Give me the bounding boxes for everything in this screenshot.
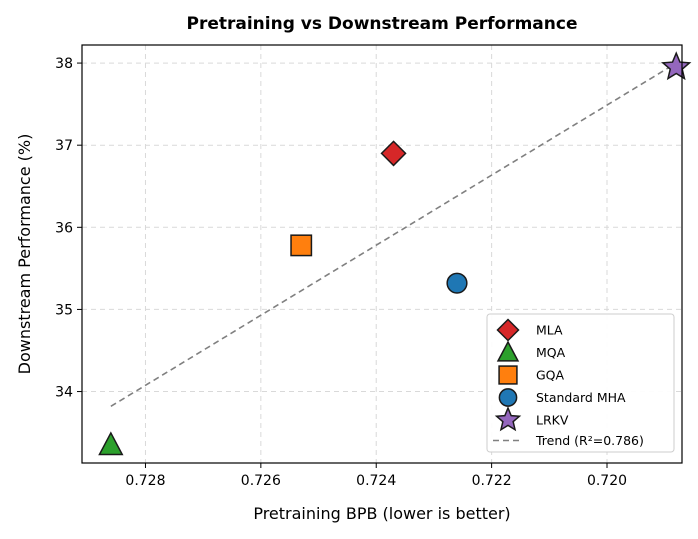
legend-label-mqa: MQA	[536, 345, 566, 360]
legend-marker-lrkv	[494, 406, 522, 432]
y-tick-label: 38	[55, 56, 73, 72]
point-mla	[380, 140, 407, 167]
legend: MLA MQA GQA Standard MHA LRKV Trend (R²=0.786…	[486, 313, 675, 453]
grid	[82, 45, 682, 463]
x-tick-label: 0.722	[472, 473, 512, 489]
point-gqa	[290, 234, 313, 257]
legend-marker-standard-mha	[498, 388, 518, 407]
plot-frame	[81, 44, 683, 464]
legend-label-lrkv: LRKV	[536, 413, 569, 428]
legend-box	[486, 313, 675, 453]
x-tick-label: 0.726	[241, 473, 281, 489]
legend-label-gqa: GQA	[536, 368, 565, 383]
point-standard-mha	[446, 272, 468, 294]
y-axis-label: Downstream Performance (%)	[15, 134, 34, 375]
legend-marker-mqa	[496, 340, 520, 362]
x-axis-ticks: 0.728 0.726 0.724 0.722 0.720	[125, 463, 627, 489]
trend-line	[110, 62, 677, 408]
y-tick-label: 35	[55, 302, 73, 318]
x-axis-label: Pretraining BPB (lower is better)	[253, 504, 510, 523]
y-tick-label: 34	[55, 385, 73, 401]
point-lrkv	[661, 51, 692, 81]
y-axis-ticks: 34 35 36 37 38	[55, 56, 82, 401]
legend-label-trend: Trend (R²=0.786)	[535, 433, 644, 448]
legend-label-standard-mha: Standard MHA	[536, 390, 626, 405]
y-tick-label: 36	[55, 220, 73, 236]
chart-title: Pretraining vs Downstream Performance	[186, 14, 577, 34]
data-points	[98, 51, 692, 456]
x-tick-label: 0.724	[356, 473, 396, 489]
legend-label-mla: MLA	[536, 323, 563, 338]
point-mqa	[98, 431, 124, 456]
x-tick-label: 0.728	[125, 473, 165, 489]
legend-marker-gqa	[498, 365, 518, 385]
trend-layer	[110, 62, 677, 408]
x-tick-label: 0.720	[587, 473, 627, 489]
y-tick-label: 37	[55, 138, 73, 154]
